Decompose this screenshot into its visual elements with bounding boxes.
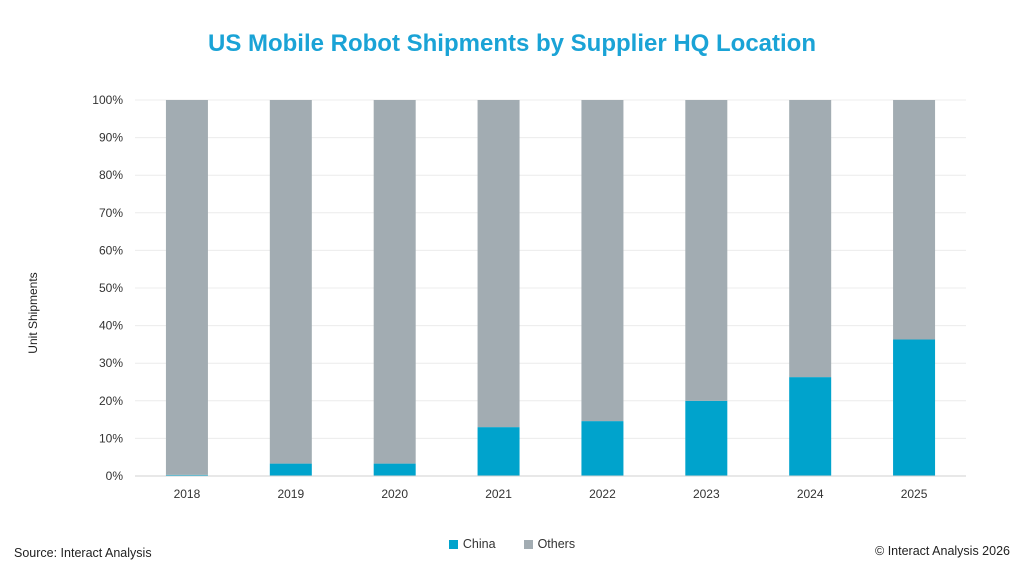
y-tick-label: 90% bbox=[99, 131, 123, 145]
bar-others-2019 bbox=[269, 100, 312, 464]
bar-china-2023 bbox=[685, 400, 728, 476]
bar-china-2025 bbox=[893, 339, 936, 476]
y-tick-label: 50% bbox=[99, 281, 123, 295]
y-tick-label: 40% bbox=[99, 319, 123, 333]
legend-swatch-others bbox=[523, 539, 533, 549]
bar-others-2020 bbox=[373, 100, 416, 464]
copyright-note: © Interact Analysis 2026 bbox=[875, 544, 1010, 558]
legend-label-others: Others bbox=[537, 537, 576, 551]
bar-china-2018 bbox=[165, 474, 208, 476]
x-tick-label: 2025 bbox=[901, 487, 928, 501]
bar-others-2023 bbox=[685, 100, 728, 401]
bar-china-2020 bbox=[373, 463, 416, 476]
source-note: Source: Interact Analysis bbox=[14, 546, 152, 560]
legend-item-others: Others bbox=[523, 537, 576, 551]
y-tick-label: 60% bbox=[99, 243, 123, 257]
y-tick-label: 30% bbox=[99, 356, 123, 370]
bars bbox=[165, 100, 936, 476]
bar-china-2021 bbox=[477, 427, 520, 476]
x-tick-label: 2018 bbox=[174, 487, 201, 501]
y-tick-label: 80% bbox=[99, 168, 123, 182]
bar-others-2018 bbox=[165, 100, 208, 475]
x-tick-label: 2022 bbox=[589, 487, 616, 501]
legend-label-china: China bbox=[462, 537, 496, 551]
y-tick-label: 0% bbox=[106, 469, 124, 483]
y-tick-label: 10% bbox=[99, 431, 123, 445]
y-tick-label: 20% bbox=[99, 394, 123, 408]
bar-china-2024 bbox=[789, 377, 832, 476]
y-axis-label: Unit Shipments bbox=[26, 272, 40, 353]
bar-others-2025 bbox=[893, 100, 936, 340]
legend-item-china: China bbox=[448, 537, 496, 551]
x-tick-label: 2019 bbox=[277, 487, 304, 501]
bar-others-2021 bbox=[477, 100, 520, 428]
legend: China Others bbox=[0, 537, 1024, 551]
grid-lines bbox=[135, 99, 966, 439]
x-axis-ticks: 2018 2019 2020 2021 2022 2023 2024 2025 bbox=[174, 487, 928, 501]
bar-china-2022 bbox=[581, 421, 624, 476]
chart-title: US Mobile Robot Shipments by Supplier HQ… bbox=[207, 30, 816, 57]
x-tick-label: 2023 bbox=[693, 487, 720, 501]
legend-swatch-china bbox=[448, 539, 458, 549]
x-tick-label: 2024 bbox=[797, 487, 824, 501]
bar-others-2022 bbox=[581, 100, 624, 422]
bar-china-2019 bbox=[269, 463, 312, 476]
x-tick-label: 2021 bbox=[485, 487, 512, 501]
y-axis-ticks: 0% 10% 20% 30% 40% 50% 60% 70% 80% 90% 100% bbox=[92, 93, 123, 483]
y-tick-label: 100% bbox=[92, 93, 123, 107]
y-tick-label: 70% bbox=[99, 206, 123, 220]
x-tick-label: 2020 bbox=[381, 487, 408, 501]
bar-others-2024 bbox=[789, 100, 832, 378]
